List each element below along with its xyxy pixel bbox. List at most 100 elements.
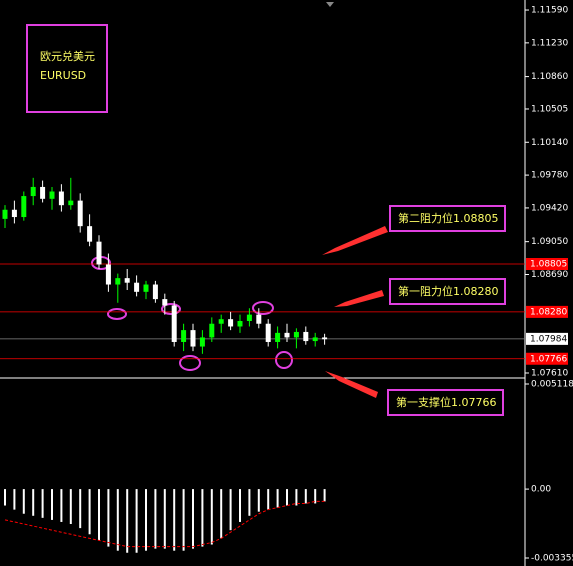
macd-signal: [4, 500, 325, 548]
macd-bar: [13, 489, 16, 510]
macd-bar: [173, 489, 176, 551]
macd-bar: [239, 489, 241, 522]
macd-bar: [79, 489, 82, 529]
macd-bar: [88, 489, 91, 535]
annotation-box: [387, 389, 504, 416]
candle-body: [228, 319, 234, 327]
level-label: 1.08280: [530, 307, 567, 317]
annotation: 第二阻力位1.08805: [398, 211, 499, 225]
candle-body: [303, 331, 309, 342]
candle-body: [256, 314, 262, 324]
candle-body: [30, 186, 36, 197]
title-box: [26, 24, 108, 113]
macd-bar: [229, 489, 232, 531]
level-box: [526, 305, 568, 318]
macd-bar: [51, 489, 53, 520]
y-tick-label: 1.11590: [531, 6, 568, 16]
candle-body: [143, 284, 149, 292]
y-tick-label: 1.07610: [531, 368, 568, 378]
candle-body: [190, 330, 196, 347]
candle-body: [152, 284, 158, 300]
macd-bar: [257, 489, 260, 512]
candle-body: [199, 337, 205, 347]
candle-body: [105, 264, 111, 285]
macd-bar: [4, 489, 6, 506]
macd-bar: [248, 489, 251, 516]
candle-body: [96, 241, 102, 265]
macd-bar: [286, 489, 288, 506]
candle-body: [246, 314, 252, 322]
y-tick-label: 1.09050: [531, 237, 568, 247]
candle-body: [181, 330, 187, 342]
level-box: [526, 258, 568, 271]
candle-body: [218, 319, 224, 324]
macd-bar: [107, 489, 110, 547]
macd-bar: [201, 489, 204, 547]
macd-bar: [98, 489, 100, 541]
macd-bar: [163, 489, 166, 549]
macd-bar: [32, 489, 35, 516]
level-box: [526, 332, 568, 345]
candle-body: [322, 337, 328, 340]
annotation-box: [389, 205, 506, 232]
candle-body: [275, 332, 281, 342]
candle-body: [40, 186, 46, 199]
macd-bar: [22, 489, 25, 514]
macd-bar: [276, 489, 279, 508]
macd-bar: [145, 489, 147, 551]
macd-bar: [126, 489, 129, 553]
marker: [326, 2, 334, 7]
candle-body: [284, 332, 290, 338]
macd-bar: [182, 489, 185, 551]
candle-body: [265, 323, 271, 342]
highlights: [91, 256, 293, 371]
annotation-box: [389, 278, 506, 305]
y-tick-label: 1.10860: [531, 72, 568, 82]
macd-bar: [304, 489, 307, 504]
annotation: 第一阻力位1.08280: [398, 284, 499, 298]
macd-tick-label: 0.005118: [531, 379, 573, 389]
candle-body: [209, 323, 215, 338]
macd-bar: [314, 489, 317, 504]
candle-body: [87, 226, 93, 242]
macd-bar: [210, 489, 213, 545]
candle-body: [49, 191, 55, 199]
candle-body: [11, 209, 17, 218]
macd-bar: [60, 489, 63, 522]
candle-body: [21, 196, 27, 218]
candle-body: [237, 321, 243, 327]
macd-bar: [135, 489, 138, 553]
macd-bar: [323, 489, 326, 502]
macd-bar: [267, 489, 270, 510]
y-tick-label: 1.10505: [531, 104, 568, 114]
macd-bar: [154, 489, 157, 549]
candle-body: [58, 191, 64, 206]
candle-body: [293, 331, 299, 338]
macd-bar: [192, 489, 194, 549]
candle-body: [312, 337, 318, 342]
annotation: 第一支撑位1.07766: [396, 395, 497, 409]
candle-body: [68, 200, 74, 206]
macd-tick-label: 0.00: [531, 485, 551, 495]
macd-bar: [116, 489, 119, 551]
candle-body: [171, 305, 177, 342]
macd-bar: [69, 489, 72, 525]
arrows: [322, 226, 388, 398]
macd-bar: [220, 489, 223, 539]
macd-bar: [295, 489, 298, 506]
y-tick-label: 1.09420: [531, 203, 568, 213]
candle-body: [134, 282, 140, 292]
y-tick-label: 1.11230: [531, 38, 568, 48]
y-tick-label: 1.10140: [531, 138, 568, 148]
macd-bar: [41, 489, 44, 518]
y-tick-label: 1.09780: [531, 171, 568, 181]
candle-body: [124, 278, 130, 283]
candle-body: [77, 200, 83, 227]
level-box: [526, 352, 568, 365]
candle-body: [2, 209, 8, 219]
candle-body: [115, 278, 121, 285]
level-label: 1.07984: [530, 334, 567, 344]
level-label: 1.08805: [530, 260, 567, 270]
chart-title: 欧元兑美元: [40, 49, 95, 63]
